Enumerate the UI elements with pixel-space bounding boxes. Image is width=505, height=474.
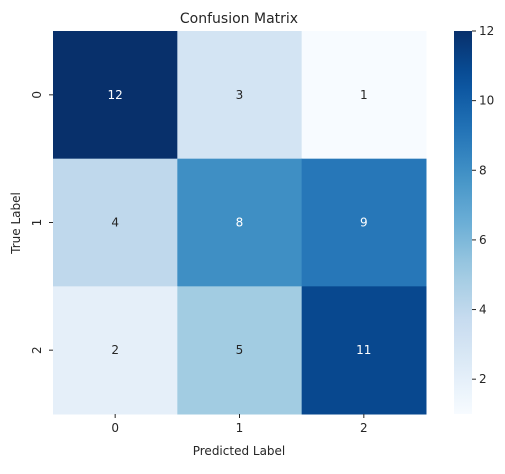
heatmap-cells: 12 3 1 4 8 9 2 5 11 (53, 31, 427, 415)
cell-value-label: 12 (108, 88, 123, 102)
x-tick-label: 0 (111, 421, 119, 435)
y-axis: 0 1 2 (30, 91, 53, 354)
heatmap-cell (177, 286, 303, 415)
y-tick-label: 0 (30, 91, 44, 99)
colorbar-gradient (454, 31, 472, 414)
heatmap-cell (53, 31, 178, 160)
colorbar-tick-label: 4 (479, 303, 487, 317)
cell-value-label: 3 (236, 88, 244, 102)
heatmap-cell (301, 31, 427, 160)
cell-value-label: 11 (356, 343, 371, 357)
heatmap-cell (53, 286, 178, 415)
heatmap-cell (53, 158, 178, 287)
cell-value-label: 1 (360, 88, 368, 102)
cell-value-label: 8 (236, 216, 244, 230)
colorbar-tick-label: 10 (479, 94, 494, 108)
heatmap-cell (177, 158, 303, 287)
colorbar-tick-label: 6 (479, 233, 487, 247)
heatmap-cell (301, 286, 427, 415)
x-tick-label: 1 (236, 421, 244, 435)
x-axis-label: Predicted Label (193, 444, 286, 458)
x-tick-label: 2 (360, 421, 368, 435)
colorbar-tick-label: 12 (479, 24, 494, 38)
heatmap-cell (177, 31, 303, 160)
cell-value-label: 5 (236, 343, 244, 357)
y-tick-label: 2 (30, 346, 44, 354)
colorbar-tick-label: 8 (479, 163, 487, 177)
chart-title: Confusion Matrix (180, 11, 298, 27)
y-axis-label: True Label (9, 192, 23, 255)
cell-value-label: 2 (111, 343, 119, 357)
cell-value-label: 9 (360, 216, 368, 230)
colorbar: 2 4 6 8 10 12 (454, 24, 494, 414)
x-axis: 0 1 2 (111, 414, 368, 435)
heatmap-cell (301, 158, 427, 287)
colorbar-tick-label: 2 (479, 372, 487, 386)
cell-value-label: 4 (111, 216, 119, 230)
y-tick-label: 1 (30, 219, 44, 227)
